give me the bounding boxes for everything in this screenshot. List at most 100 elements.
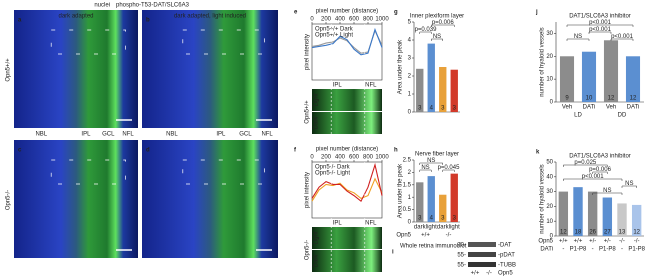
plot-frame xyxy=(311,161,383,219)
n-label: 3 xyxy=(418,216,422,222)
chart-title: DAT1/SLC6A3 inhibitor xyxy=(569,154,631,160)
n-label: 12 xyxy=(560,230,567,236)
inset-box xyxy=(50,29,126,55)
y-tick-label: 0.5 xyxy=(403,207,412,213)
bar xyxy=(559,56,575,102)
y-axis-title: pixel intensity xyxy=(305,172,311,208)
x-tick-label: light xyxy=(426,225,437,231)
region-label: IPL xyxy=(333,221,343,227)
micrograph-strip xyxy=(312,89,382,111)
blot-band xyxy=(468,262,496,267)
x-tick-label: +/+ xyxy=(421,233,430,239)
y-tick-label: 10 xyxy=(546,77,553,83)
n-label: 9 xyxy=(565,96,569,102)
strip-genotype: Opn5-/- xyxy=(305,240,311,260)
x-tick-label: 800 xyxy=(363,155,374,161)
y-tick-label: 5 xyxy=(408,20,412,26)
strip-genotype: Opn5+/+ xyxy=(305,100,311,124)
x-tick-label: +/+ xyxy=(559,239,568,245)
layer-label: GCL xyxy=(239,132,252,138)
strip-label: Dark xyxy=(314,116,320,130)
bar xyxy=(581,51,597,102)
x-row-name: Opn5 xyxy=(538,239,553,245)
bracket xyxy=(588,31,612,34)
column-header: dark adapted, light induced xyxy=(174,14,246,20)
bar xyxy=(617,203,627,236)
panel-letter: f xyxy=(294,148,297,154)
x-tick-label: 1000 xyxy=(375,17,389,23)
bar xyxy=(450,69,458,112)
micrograph xyxy=(14,10,138,128)
panel-letter: b xyxy=(146,18,150,24)
bar xyxy=(439,67,447,112)
y-axis-title: number of hyaloid vessels xyxy=(540,27,546,96)
series-line xyxy=(311,27,383,56)
panel-letter: a xyxy=(18,18,22,24)
panel-letter: h xyxy=(394,148,398,154)
x-tick-label: +/- xyxy=(604,239,611,245)
y-tick-label: 0 xyxy=(408,220,412,226)
bar xyxy=(587,191,598,236)
blot-band xyxy=(468,252,496,257)
bar xyxy=(427,176,435,222)
micrograph xyxy=(142,140,278,258)
y-tick-label: 40 xyxy=(546,174,553,180)
y-tick-label: 2 xyxy=(408,170,412,176)
blot-band xyxy=(468,242,496,247)
n-label: 4 xyxy=(430,106,434,112)
bar xyxy=(625,56,641,102)
x-tick-label: 400 xyxy=(335,17,346,23)
inset-box xyxy=(182,159,265,185)
x-row-name: DATi xyxy=(540,247,553,253)
legend-entry: Opn5+/+ Dark xyxy=(315,27,354,33)
x-tick-label: 600 xyxy=(349,155,360,161)
chart-title: Inner plexiform layer xyxy=(410,14,464,20)
panel-letter: e xyxy=(294,10,298,16)
micrograph-strip xyxy=(312,250,382,272)
panel-letter: j xyxy=(535,10,538,16)
chart-title: DAT1/SLC6A3 inhibitor xyxy=(569,14,631,20)
bracket xyxy=(566,38,590,41)
annotation: p<0.001 xyxy=(582,174,605,180)
y-axis-title: pixel intensity xyxy=(305,34,311,70)
x-tick-label: P1-P8 xyxy=(628,247,645,253)
bracket xyxy=(563,178,623,181)
x-tick-label: +/- xyxy=(589,239,596,245)
legend-entry: Opn5-/- Dark xyxy=(315,165,351,171)
layer-label: IPL xyxy=(216,132,226,138)
n-label: 3 xyxy=(453,216,457,222)
x-tick-label: +/+ xyxy=(574,239,583,245)
strip-label: Light xyxy=(314,231,320,244)
x-tick-label: P1-P8 xyxy=(570,247,587,253)
annotation: p<0.001 xyxy=(589,27,612,33)
blot-lane: +/+ xyxy=(471,271,480,277)
inset-box xyxy=(182,29,265,55)
annotation: p<0.001 xyxy=(611,34,634,40)
region-label: NFL xyxy=(365,83,377,89)
micrograph xyxy=(14,140,138,258)
blot-marker: 70- xyxy=(457,243,466,249)
n-label: 3 xyxy=(441,106,445,112)
annotation: NS xyxy=(603,188,611,194)
y-axis-title: Area under the peak xyxy=(398,163,404,218)
plot-frame xyxy=(311,23,383,81)
bracket xyxy=(419,31,432,34)
y-tick-label: 10 xyxy=(546,219,553,225)
series-line xyxy=(311,162,383,203)
y-tick-label: 1.5 xyxy=(403,182,412,188)
x-tick-label: DATi xyxy=(627,105,640,111)
layer-label: NFL xyxy=(122,132,134,138)
bracket xyxy=(431,38,443,41)
micrograph-strip xyxy=(312,112,382,134)
blot-marker: 55- xyxy=(457,253,466,259)
panel-letter: d xyxy=(146,148,150,154)
y-tick-label: 20 xyxy=(546,204,553,210)
blot-genotype: Opn5 xyxy=(498,271,513,277)
x-tick-label: 1000 xyxy=(375,155,389,161)
x-tick-label: 200 xyxy=(321,17,332,23)
x-tick-label: DATi xyxy=(583,105,596,111)
annotation: NS xyxy=(574,34,582,40)
n-label: 27 xyxy=(604,230,611,236)
axis-title: pixel number (distance) xyxy=(316,147,378,153)
x-tick-label: 600 xyxy=(349,17,360,23)
